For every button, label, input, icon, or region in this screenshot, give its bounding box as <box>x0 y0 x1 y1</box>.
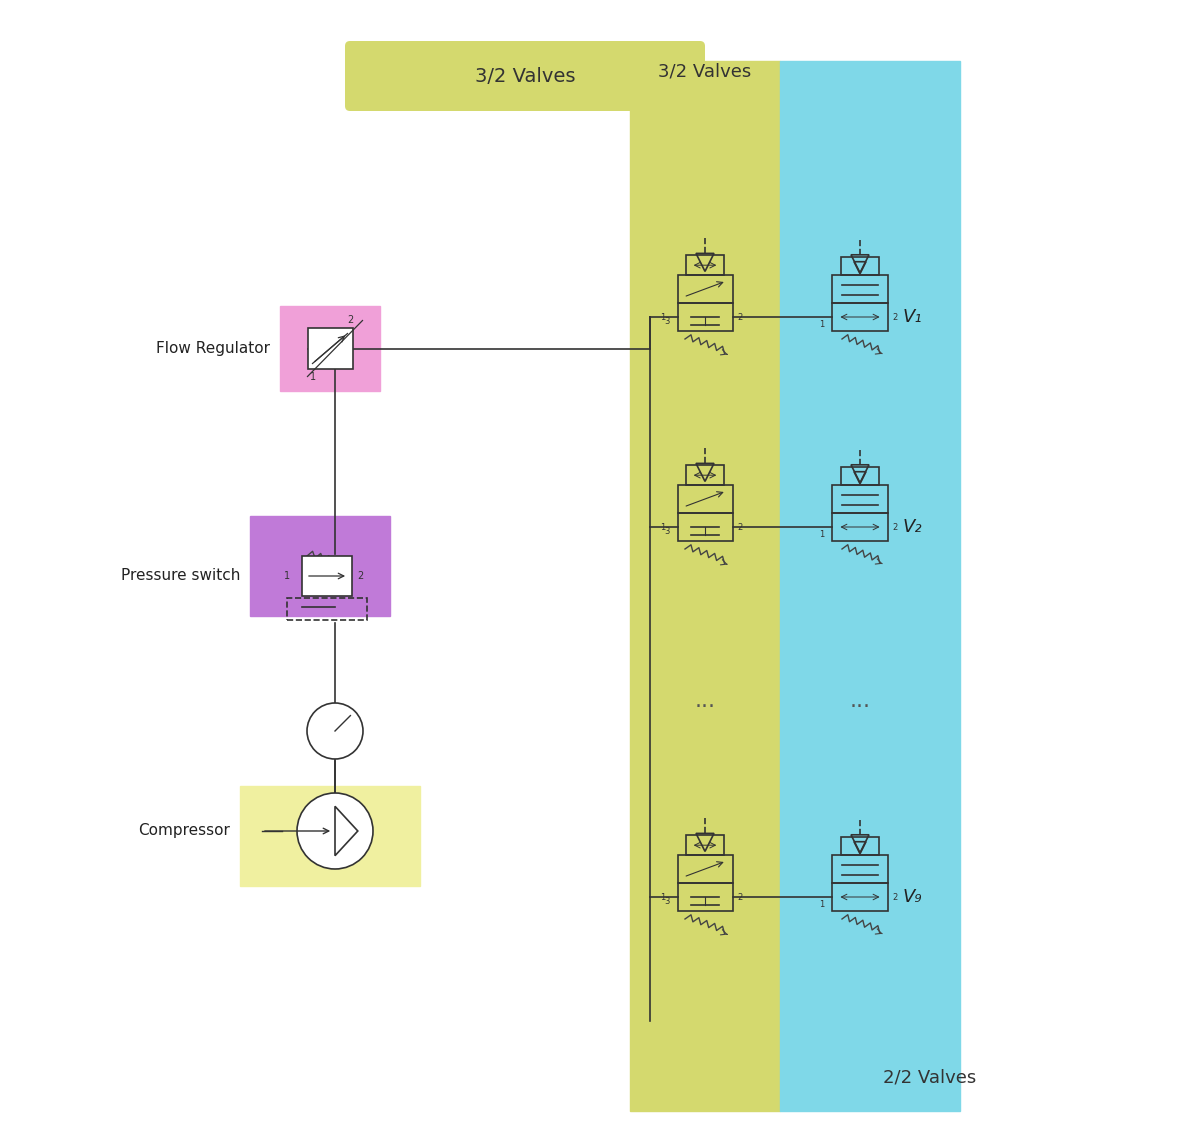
Text: Flow Regulator: Flow Regulator <box>156 341 270 356</box>
Bar <box>678 513 732 541</box>
Text: Compressor: Compressor <box>138 824 230 839</box>
Bar <box>287 598 367 620</box>
Circle shape <box>307 703 364 759</box>
Bar <box>678 855 732 883</box>
Text: 3: 3 <box>664 527 670 536</box>
Text: 1: 1 <box>660 313 666 322</box>
Bar <box>833 275 888 304</box>
Bar <box>240 786 420 887</box>
Bar <box>678 485 732 513</box>
Text: 1: 1 <box>284 570 290 581</box>
Text: 1: 1 <box>660 892 666 901</box>
Bar <box>678 304 732 331</box>
Bar <box>833 855 888 883</box>
Bar <box>833 485 888 513</box>
Text: ...: ... <box>850 691 870 711</box>
Bar <box>280 306 380 391</box>
Bar <box>841 257 880 275</box>
Bar <box>630 60 780 1111</box>
Text: 2: 2 <box>893 892 898 901</box>
Text: 2: 2 <box>348 316 354 325</box>
Bar <box>841 467 880 485</box>
Text: 1: 1 <box>820 319 824 329</box>
Bar <box>678 883 732 911</box>
Text: 2: 2 <box>893 523 898 532</box>
Text: Pressure switch: Pressure switch <box>121 568 240 583</box>
Text: 3: 3 <box>664 317 670 326</box>
Bar <box>685 835 725 855</box>
Circle shape <box>298 793 373 869</box>
Bar <box>250 516 390 616</box>
Bar <box>685 466 725 485</box>
Text: 2: 2 <box>738 892 743 901</box>
FancyBboxPatch shape <box>346 41 706 111</box>
Text: 1: 1 <box>820 900 824 909</box>
Bar <box>833 304 888 331</box>
Text: 3/2 Valves: 3/2 Valves <box>659 63 751 81</box>
Bar <box>833 883 888 911</box>
Text: V₉: V₉ <box>902 888 922 906</box>
Text: 1: 1 <box>660 523 666 532</box>
Text: 3: 3 <box>664 897 670 906</box>
Bar <box>685 256 725 275</box>
Text: 2: 2 <box>358 570 364 581</box>
Bar <box>780 60 960 1111</box>
Text: V₁: V₁ <box>902 308 922 326</box>
Text: 1: 1 <box>820 531 824 539</box>
Bar <box>302 556 352 596</box>
Text: 1: 1 <box>310 372 316 382</box>
Text: ...: ... <box>695 691 715 711</box>
Text: 2: 2 <box>738 523 743 532</box>
Bar <box>307 329 353 369</box>
Text: 2: 2 <box>738 313 743 322</box>
Text: V₂: V₂ <box>902 518 922 536</box>
Text: 2: 2 <box>893 313 898 322</box>
Bar <box>841 836 880 855</box>
Text: 3/2 Valves: 3/2 Valves <box>475 66 575 86</box>
Text: 2/2 Valves: 2/2 Valves <box>883 1068 977 1086</box>
Bar <box>678 275 732 304</box>
Bar <box>833 513 888 541</box>
